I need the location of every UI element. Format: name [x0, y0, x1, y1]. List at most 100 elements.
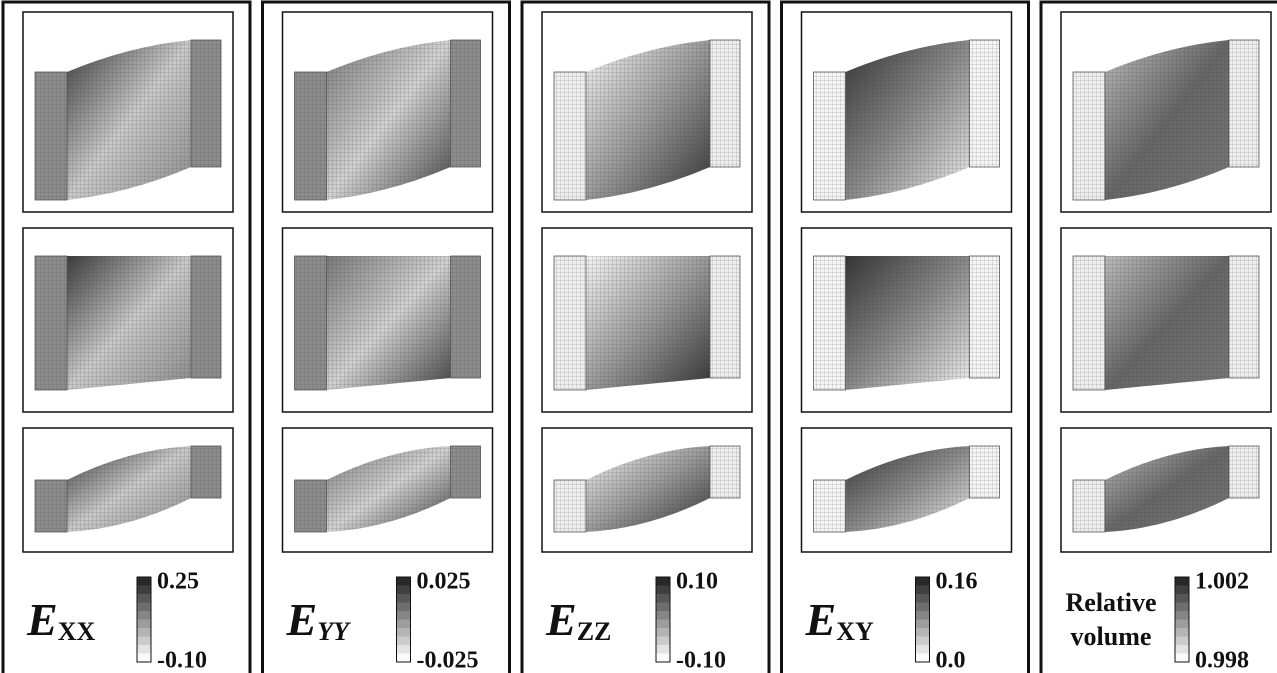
- mesh-grid: [67, 256, 191, 390]
- mesh-end-grid: [970, 256, 1000, 378]
- colorbar-min-label: 0.0: [936, 648, 966, 673]
- mesh-end-grid: [710, 256, 740, 378]
- mesh-end-grid: [1229, 40, 1259, 167]
- symbol-letter: E: [545, 594, 577, 645]
- colorbar-step: [916, 645, 930, 654]
- colorbar-step: [137, 586, 151, 595]
- symbol-letter: E: [286, 594, 318, 645]
- colorbar-step: [916, 611, 930, 620]
- colorbar-min-label: 0.998: [1195, 648, 1249, 673]
- colorbar-step: [656, 620, 670, 629]
- mesh-end-grid: [1073, 256, 1105, 390]
- colorbar-max-label: 0.16: [936, 569, 978, 595]
- colorbar-step: [1175, 586, 1189, 595]
- mesh-end-grid: [1229, 256, 1259, 378]
- mesh-end-grid: [814, 480, 846, 532]
- quantity-label: Relative: [1066, 588, 1157, 617]
- mesh-end-grid: [814, 72, 846, 200]
- mesh-end-grid: [554, 256, 586, 390]
- mesh-end-grid: [295, 256, 327, 390]
- symbol-subscript: YY: [317, 617, 351, 646]
- mesh-end-grid: [451, 256, 481, 378]
- mesh-end-grid: [814, 256, 846, 390]
- colorbar-step: [137, 645, 151, 654]
- colorbar-step: [1175, 594, 1189, 603]
- colorbar-max-label: 0.10: [676, 569, 718, 595]
- mesh-end-grid: [710, 40, 740, 167]
- colorbar-step: [656, 594, 670, 603]
- colorbar-step: [916, 637, 930, 646]
- strain-symbol: EXX: [26, 594, 95, 646]
- mesh-end-grid: [35, 256, 67, 390]
- colorbar-max-label: 0.25: [157, 569, 199, 595]
- colorbar-step: [137, 594, 151, 603]
- colorbar-step: [137, 628, 151, 637]
- mesh-end-grid: [35, 72, 67, 200]
- colorbar-step: [1175, 654, 1189, 663]
- colorbar-step: [137, 611, 151, 620]
- colorbar-step: [1175, 620, 1189, 629]
- colorbar-min-label: -0.10: [676, 648, 726, 673]
- mesh-end-grid: [970, 446, 1000, 498]
- colorbar-step: [1175, 637, 1189, 646]
- mesh-end-grid: [191, 40, 221, 167]
- colorbar-max-label: 0.025: [417, 569, 471, 595]
- colorbar-step: [656, 586, 670, 595]
- mesh-end-grid: [554, 72, 586, 200]
- colorbar-step: [397, 577, 411, 586]
- colorbar-step: [916, 654, 930, 663]
- colorbar-step: [397, 637, 411, 646]
- colorbar-step: [656, 637, 670, 646]
- symbol-letter: E: [26, 594, 58, 645]
- colorbar-step: [916, 603, 930, 612]
- mesh-end-grid: [1073, 480, 1105, 532]
- colorbar-step: [916, 586, 930, 595]
- colorbar-step: [656, 654, 670, 663]
- mesh-end-grid: [451, 446, 481, 498]
- colorbar-step: [137, 620, 151, 629]
- colorbar-step: [397, 586, 411, 595]
- colorbar-step: [137, 577, 151, 586]
- quantity-label: volume: [1071, 622, 1152, 651]
- colorbar-step: [137, 654, 151, 663]
- mesh-end-grid: [1229, 446, 1259, 498]
- colorbar-step: [1175, 577, 1189, 586]
- symbol-letter: E: [805, 594, 837, 645]
- mesh-grid: [327, 256, 451, 390]
- mesh-end-grid: [295, 480, 327, 532]
- colorbar-step: [656, 611, 670, 620]
- colorbar-step: [397, 654, 411, 663]
- colorbar-step: [397, 594, 411, 603]
- strain-symbol: EYY: [286, 594, 352, 646]
- mesh-end-grid: [710, 446, 740, 498]
- colorbar-step: [397, 628, 411, 637]
- page: 0.25-0.10EXX0.025-0.025EYY0.10-0.10EZZ0.…: [0, 0, 1277, 673]
- colorbar-step: [397, 603, 411, 612]
- mesh-end-grid: [295, 72, 327, 200]
- colorbar-step: [656, 577, 670, 586]
- colorbar-step: [916, 628, 930, 637]
- colorbar-step: [137, 603, 151, 612]
- colorbar-step: [397, 611, 411, 620]
- colorbar-step: [656, 645, 670, 654]
- colorbar-step: [656, 603, 670, 612]
- mesh-end-grid: [970, 40, 1000, 167]
- mesh-end-grid: [35, 480, 67, 532]
- colorbar-max-label: 1.002: [1195, 569, 1249, 595]
- mesh-end-grid: [451, 40, 481, 167]
- colorbar-step: [916, 594, 930, 603]
- mesh-grid: [846, 256, 970, 390]
- colorbar-min-label: -0.10: [157, 648, 207, 673]
- colorbar-step: [397, 620, 411, 629]
- symbol-subscript: ZZ: [577, 617, 612, 646]
- colorbar-step: [656, 628, 670, 637]
- mesh-end-grid: [1073, 72, 1105, 200]
- symbol-subscript: XY: [836, 617, 874, 646]
- strain-symbol: EZZ: [545, 594, 611, 646]
- mesh-end-grid: [191, 256, 221, 378]
- mesh-grid: [586, 256, 710, 390]
- colorbar-step: [1175, 603, 1189, 612]
- colorbar-step: [1175, 645, 1189, 654]
- colorbar-step: [397, 645, 411, 654]
- strain-symbol: EXY: [805, 594, 874, 646]
